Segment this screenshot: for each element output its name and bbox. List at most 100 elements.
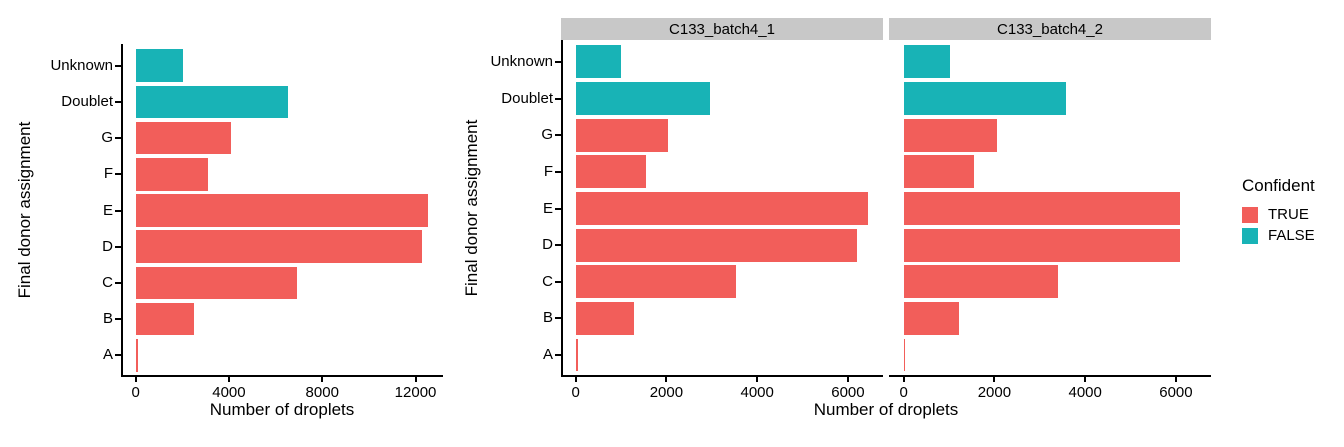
bar-b	[135, 302, 195, 336]
y-category-label-d: D	[102, 237, 113, 255]
x-tick-mark	[665, 377, 668, 382]
bar-d	[135, 230, 423, 263]
x-tick-label: 0	[571, 384, 580, 401]
x-tick-mark	[756, 377, 759, 382]
bar-g	[575, 118, 669, 152]
bar-doublet	[135, 85, 288, 119]
plot-panel-batch4-2: 0 2000 4000 6000	[889, 40, 1211, 401]
facet-strip-1: C133_batch4_1	[561, 18, 883, 40]
y-tick-b	[555, 317, 561, 320]
x-tick-label: 4000	[740, 384, 774, 401]
x-axis-title-facets: Number of droplets	[813, 400, 959, 419]
x-tick-label: 4000	[212, 384, 246, 401]
legend-swatch-true	[1242, 207, 1258, 223]
y-axis-line	[121, 44, 123, 377]
bar-g	[903, 118, 997, 152]
y-tick-g	[555, 134, 561, 137]
y-category-label-d: D	[542, 236, 553, 254]
bar-d	[575, 228, 857, 262]
bar-e	[135, 194, 429, 227]
y-category-label-a: A	[102, 346, 113, 364]
x-axis-line	[121, 375, 443, 377]
x-axis-line	[561, 375, 883, 377]
bar-g	[135, 121, 232, 155]
y-tick-doublet	[555, 97, 561, 100]
x-tick-mark	[227, 377, 230, 382]
bar-unknown	[903, 45, 951, 79]
y-tick-unknown	[115, 64, 121, 67]
x-tick-label: 2000	[977, 384, 1012, 401]
y-category-label-c: C	[102, 273, 113, 291]
bar-unknown	[575, 45, 621, 79]
x-tick-mark	[846, 377, 849, 382]
x-tick-mark	[574, 377, 577, 382]
y-tick-a	[115, 354, 121, 357]
y-tick-f	[115, 173, 121, 176]
bar-f	[903, 155, 974, 189]
x-tick-label: 8000	[305, 384, 339, 401]
x-tick-mark	[902, 377, 905, 382]
bar-f	[135, 158, 208, 191]
y-tick-f	[555, 170, 561, 173]
y-category-label-e: E	[102, 201, 113, 219]
y-tick-b	[115, 318, 121, 321]
x-tick-mark	[1174, 377, 1177, 382]
y-tick-g	[115, 137, 121, 140]
legend-title: Confident	[1242, 176, 1315, 195]
legend-label-false: FALSE	[1268, 227, 1315, 244]
y-category-label-g: G	[541, 126, 553, 144]
bar-b	[903, 301, 959, 335]
y-category-label-f: F	[543, 162, 553, 180]
y-category-label-b: B	[542, 309, 553, 327]
y-tick-d	[555, 244, 561, 247]
y-category-label-b: B	[102, 310, 113, 328]
legend-swatch-false	[1242, 228, 1258, 244]
bar-c	[135, 266, 298, 300]
legend-item-false: FALSE	[1242, 228, 1315, 244]
legend: Confident TRUE FALSE	[1242, 176, 1315, 249]
bar-a	[903, 338, 906, 372]
bar-a	[135, 338, 138, 372]
bar-f	[575, 155, 646, 189]
bar-c	[575, 265, 736, 299]
bar-b	[575, 301, 635, 335]
x-tick-mark	[134, 377, 137, 382]
x-tick-label: 0	[131, 384, 140, 401]
x-tick-label: 4000	[1068, 384, 1102, 401]
bar-doublet	[903, 82, 1067, 116]
x-tick-label: 12000	[394, 384, 437, 401]
plot-panel-combined: Unknown Doublet G F E D C B A 0 4000 8000 12000	[50, 44, 443, 401]
y-axis-line	[561, 40, 563, 377]
x-axis-line	[889, 375, 1211, 377]
bar-c	[903, 265, 1059, 299]
legend-item-true: TRUE	[1242, 207, 1315, 223]
bar-e	[903, 192, 1181, 225]
y-tick-c	[555, 280, 561, 283]
y-category-label-a: A	[542, 346, 553, 364]
x-tick-label: 6000	[831, 384, 865, 401]
y-axis-title-combined: Final donor assignment	[15, 121, 34, 299]
y-tick-a	[555, 354, 561, 357]
x-axis-title-combined: Number of droplets	[209, 400, 355, 419]
bar-e	[575, 192, 869, 225]
x-tick-mark	[414, 377, 417, 382]
bar-unknown	[135, 49, 184, 82]
y-tick-doublet	[115, 100, 121, 103]
x-tick-mark	[1084, 377, 1087, 382]
bar-doublet	[575, 82, 710, 116]
x-tick-label: 6000	[1159, 384, 1193, 401]
x-tick-mark	[321, 377, 324, 382]
y-category-label-e: E	[542, 199, 553, 217]
y-category-label-doublet: Doublet	[501, 89, 553, 107]
plot-panel-batch4-1: Unknown Doublet G F E D C B A 0 2000 4000 6000	[490, 40, 883, 401]
x-tick-label: 0	[899, 384, 908, 401]
y-category-label-unknown: Unknown	[490, 52, 553, 70]
facet-strip-2: C133_batch4_2	[889, 18, 1211, 40]
y-tick-e	[115, 209, 121, 212]
y-category-label-g: G	[101, 129, 113, 147]
y-category-label-f: F	[103, 165, 113, 183]
y-tick-e	[555, 207, 561, 210]
y-category-label-c: C	[542, 272, 553, 290]
y-tick-c	[115, 281, 121, 284]
